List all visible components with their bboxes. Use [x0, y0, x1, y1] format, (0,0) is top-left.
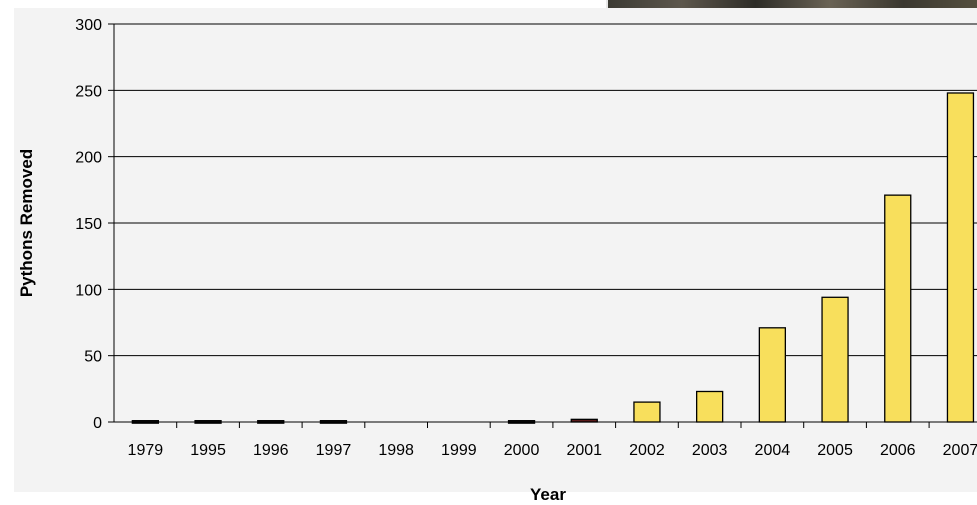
plot-area [14, 8, 977, 492]
y-tick-label: 100 [75, 282, 102, 299]
bar-2003 [696, 390, 724, 423]
x-tick-labels: 1979 1995 1996 1997 1998 1999 2000 2001 2002 2003… [128, 422, 977, 459]
gridlines [114, 23, 977, 357]
x-tick-label: 1997 [316, 442, 352, 459]
y-tick-label: 250 [75, 83, 102, 100]
x-tick-label: 1996 [253, 442, 289, 459]
y-tick-label: 50 [84, 349, 102, 366]
x-tick-label: 1999 [441, 442, 477, 459]
y-tick-label: 300 [75, 17, 102, 34]
x-tick-label: 2004 [755, 442, 791, 459]
bar-2004 [758, 327, 786, 423]
x-tick-label: 1998 [378, 442, 414, 459]
x-axis-title: Year [530, 485, 566, 504]
x-tick-label: 2003 [692, 442, 728, 459]
x-tick-label: 2001 [566, 442, 602, 459]
bar-2007 [946, 92, 975, 423]
x-tick-label: 2005 [817, 442, 853, 459]
bar-2002 [633, 401, 661, 423]
x-tick-label: 2002 [629, 442, 665, 459]
x-tick-label: 2000 [504, 442, 540, 459]
y-tick-label: 200 [75, 150, 102, 167]
bar-2006 [884, 194, 912, 423]
x-tick-label: 2007 [943, 442, 977, 459]
x-tick-label: 1995 [190, 442, 226, 459]
y-tick-labels: 0 50 100 150 200 250 300 [75, 17, 114, 432]
y-tick-label: 0 [93, 415, 102, 432]
bar-2005 [821, 296, 849, 423]
x-tick-label: 2006 [880, 442, 916, 459]
x-tick-label: 1979 [128, 442, 164, 459]
y-tick-label: 150 [75, 216, 102, 233]
y-axis-title: Pythons Removed [17, 149, 36, 297]
